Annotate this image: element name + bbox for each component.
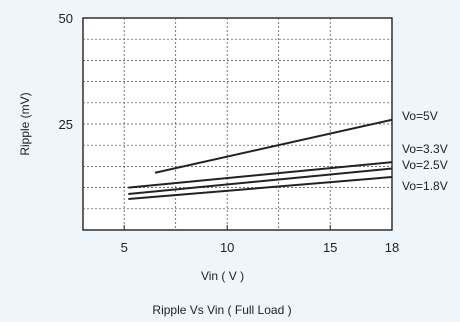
series-labels: Vo=5V Vo=3.3V Vo=2.5V Vo=1.8V: [402, 109, 448, 193]
y-axis-title: Ripple (mV): [18, 92, 32, 155]
series-label: Vo=3.3V: [402, 142, 448, 156]
ticks: 5 10 15 18 25 50: [59, 11, 400, 255]
x-tick-label: 10: [220, 240, 234, 255]
x-tick-label: 18: [385, 240, 399, 255]
series-line: [128, 176, 393, 201]
x-axis-title: Vin ( V ): [201, 269, 244, 283]
series-lines: [128, 118, 393, 201]
series-line: [154, 118, 393, 174]
series-line: [128, 167, 393, 195]
y-tick-label: 25: [59, 117, 73, 132]
x-tick-label: 15: [323, 240, 337, 255]
x-tick-label: 5: [121, 240, 128, 255]
chart-title: Ripple Vs Vin ( Full Load ): [152, 303, 291, 317]
series-line: [128, 161, 393, 189]
y-tick-label: 50: [59, 11, 73, 26]
series-label: Vo=1.8V: [402, 179, 448, 193]
series-label: Vo=5V: [402, 109, 438, 123]
series-label: Vo=2.5V: [402, 158, 448, 172]
